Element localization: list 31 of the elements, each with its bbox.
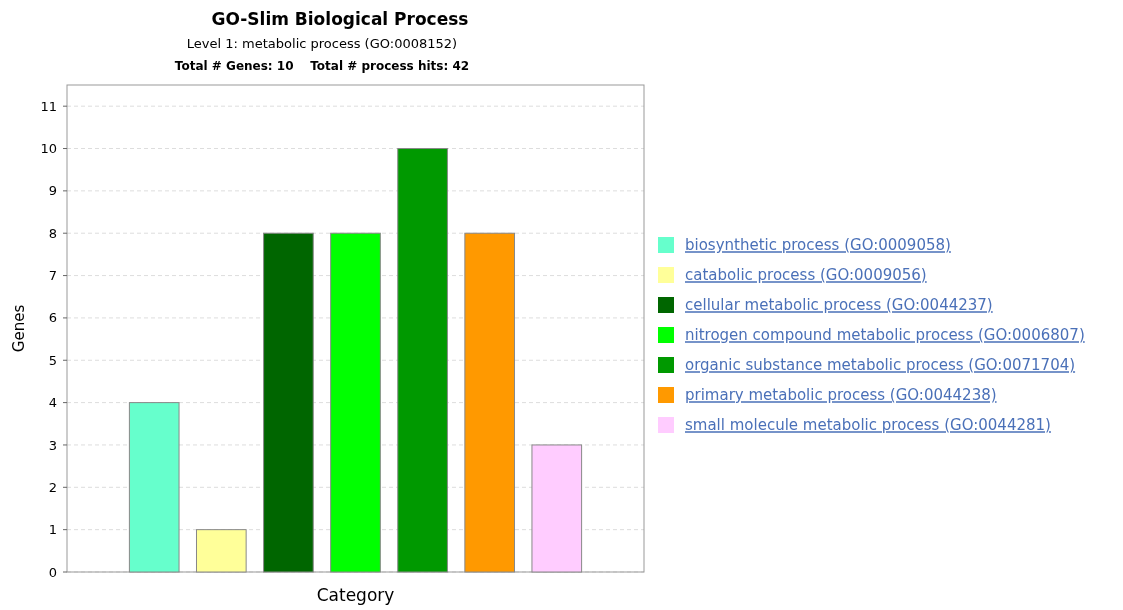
- chart-subtitle: Level 1: metabolic process (GO:0008152): [186, 36, 458, 51]
- y-tick-label: 6: [48, 310, 57, 326]
- text: Total # Genes: 10 Total # process hits: 42: [174, 59, 470, 73]
- bar: [195, 529, 247, 573]
- legend-label: cellular metabolic process (GO:0044237): [685, 296, 993, 315]
- y-tick-label: 8: [48, 225, 57, 241]
- legend-label: organic substance metabolic process (GO:0071704): [685, 356, 1076, 375]
- legend-label: small molecule metabolic process (GO:0044281): [685, 416, 1051, 435]
- chart-title: GO-Slim Biological Process: [211, 9, 469, 29]
- bar: [263, 232, 314, 573]
- y-tick-label: 11: [40, 98, 57, 114]
- bar: [330, 232, 381, 573]
- bar: [128, 402, 180, 573]
- bar: [397, 148, 448, 573]
- y-tick-label: 5: [48, 352, 57, 368]
- y-tick-label: 1: [48, 522, 57, 538]
- y-axis-title: Genes: [10, 304, 28, 353]
- legend-label: primary metabolic process (GO:0044238): [685, 386, 997, 405]
- y-tick-label: 2: [48, 479, 57, 495]
- bar: [531, 444, 583, 573]
- y-tick-label: 3: [48, 437, 57, 453]
- bar: [464, 232, 516, 573]
- y-tick-label: 9: [48, 183, 57, 199]
- x-axis-title: Category: [316, 585, 395, 605]
- legend-label: nitrogen compound metabolic process (GO:0006807): [685, 326, 1085, 345]
- legend-label: catabolic process (GO:0009056): [685, 266, 927, 285]
- y-tick-label: 10: [40, 141, 57, 157]
- y-tick-label: 4: [48, 395, 57, 411]
- y-tick-label: 0: [48, 564, 57, 580]
- legend-label: biosynthetic process (GO:0009058): [685, 236, 951, 255]
- y-tick-label: 7: [48, 268, 57, 284]
